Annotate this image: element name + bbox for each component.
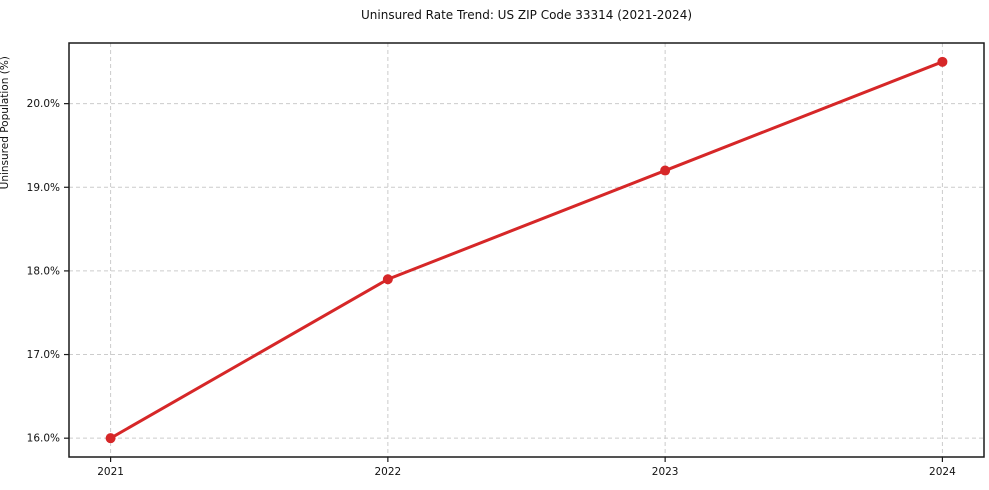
x-tick-label: 2022 [374,466,401,478]
tick-marks [64,103,944,462]
axes-box [68,42,985,458]
y-tick-label: 16.0% [27,433,60,445]
trend-line [109,60,944,440]
y-tick-label: 17.0% [27,349,60,361]
x-tick-label: 2021 [97,466,124,478]
x-tick-label: 2023 [652,466,679,478]
data-point [105,433,116,444]
gridlines [69,43,984,457]
x-tick-labels: 2021 2022 2023 2024 [97,466,956,478]
y-tick-label: 20.0% [27,98,60,110]
y-tick-label: 18.0% [27,265,60,277]
y-tick-label: 19.0% [27,182,60,194]
data-point [382,274,393,285]
data-point [937,56,948,67]
chart-title: Uninsured Rate Trend: US ZIP Code 33314 … [360,8,693,22]
y-tick-labels: 16.0% 17.0% 18.0% 19.0% 20.0% [27,98,60,445]
data-points [105,56,948,444]
data-point [660,165,671,176]
x-tick-label: 2024 [929,466,956,478]
